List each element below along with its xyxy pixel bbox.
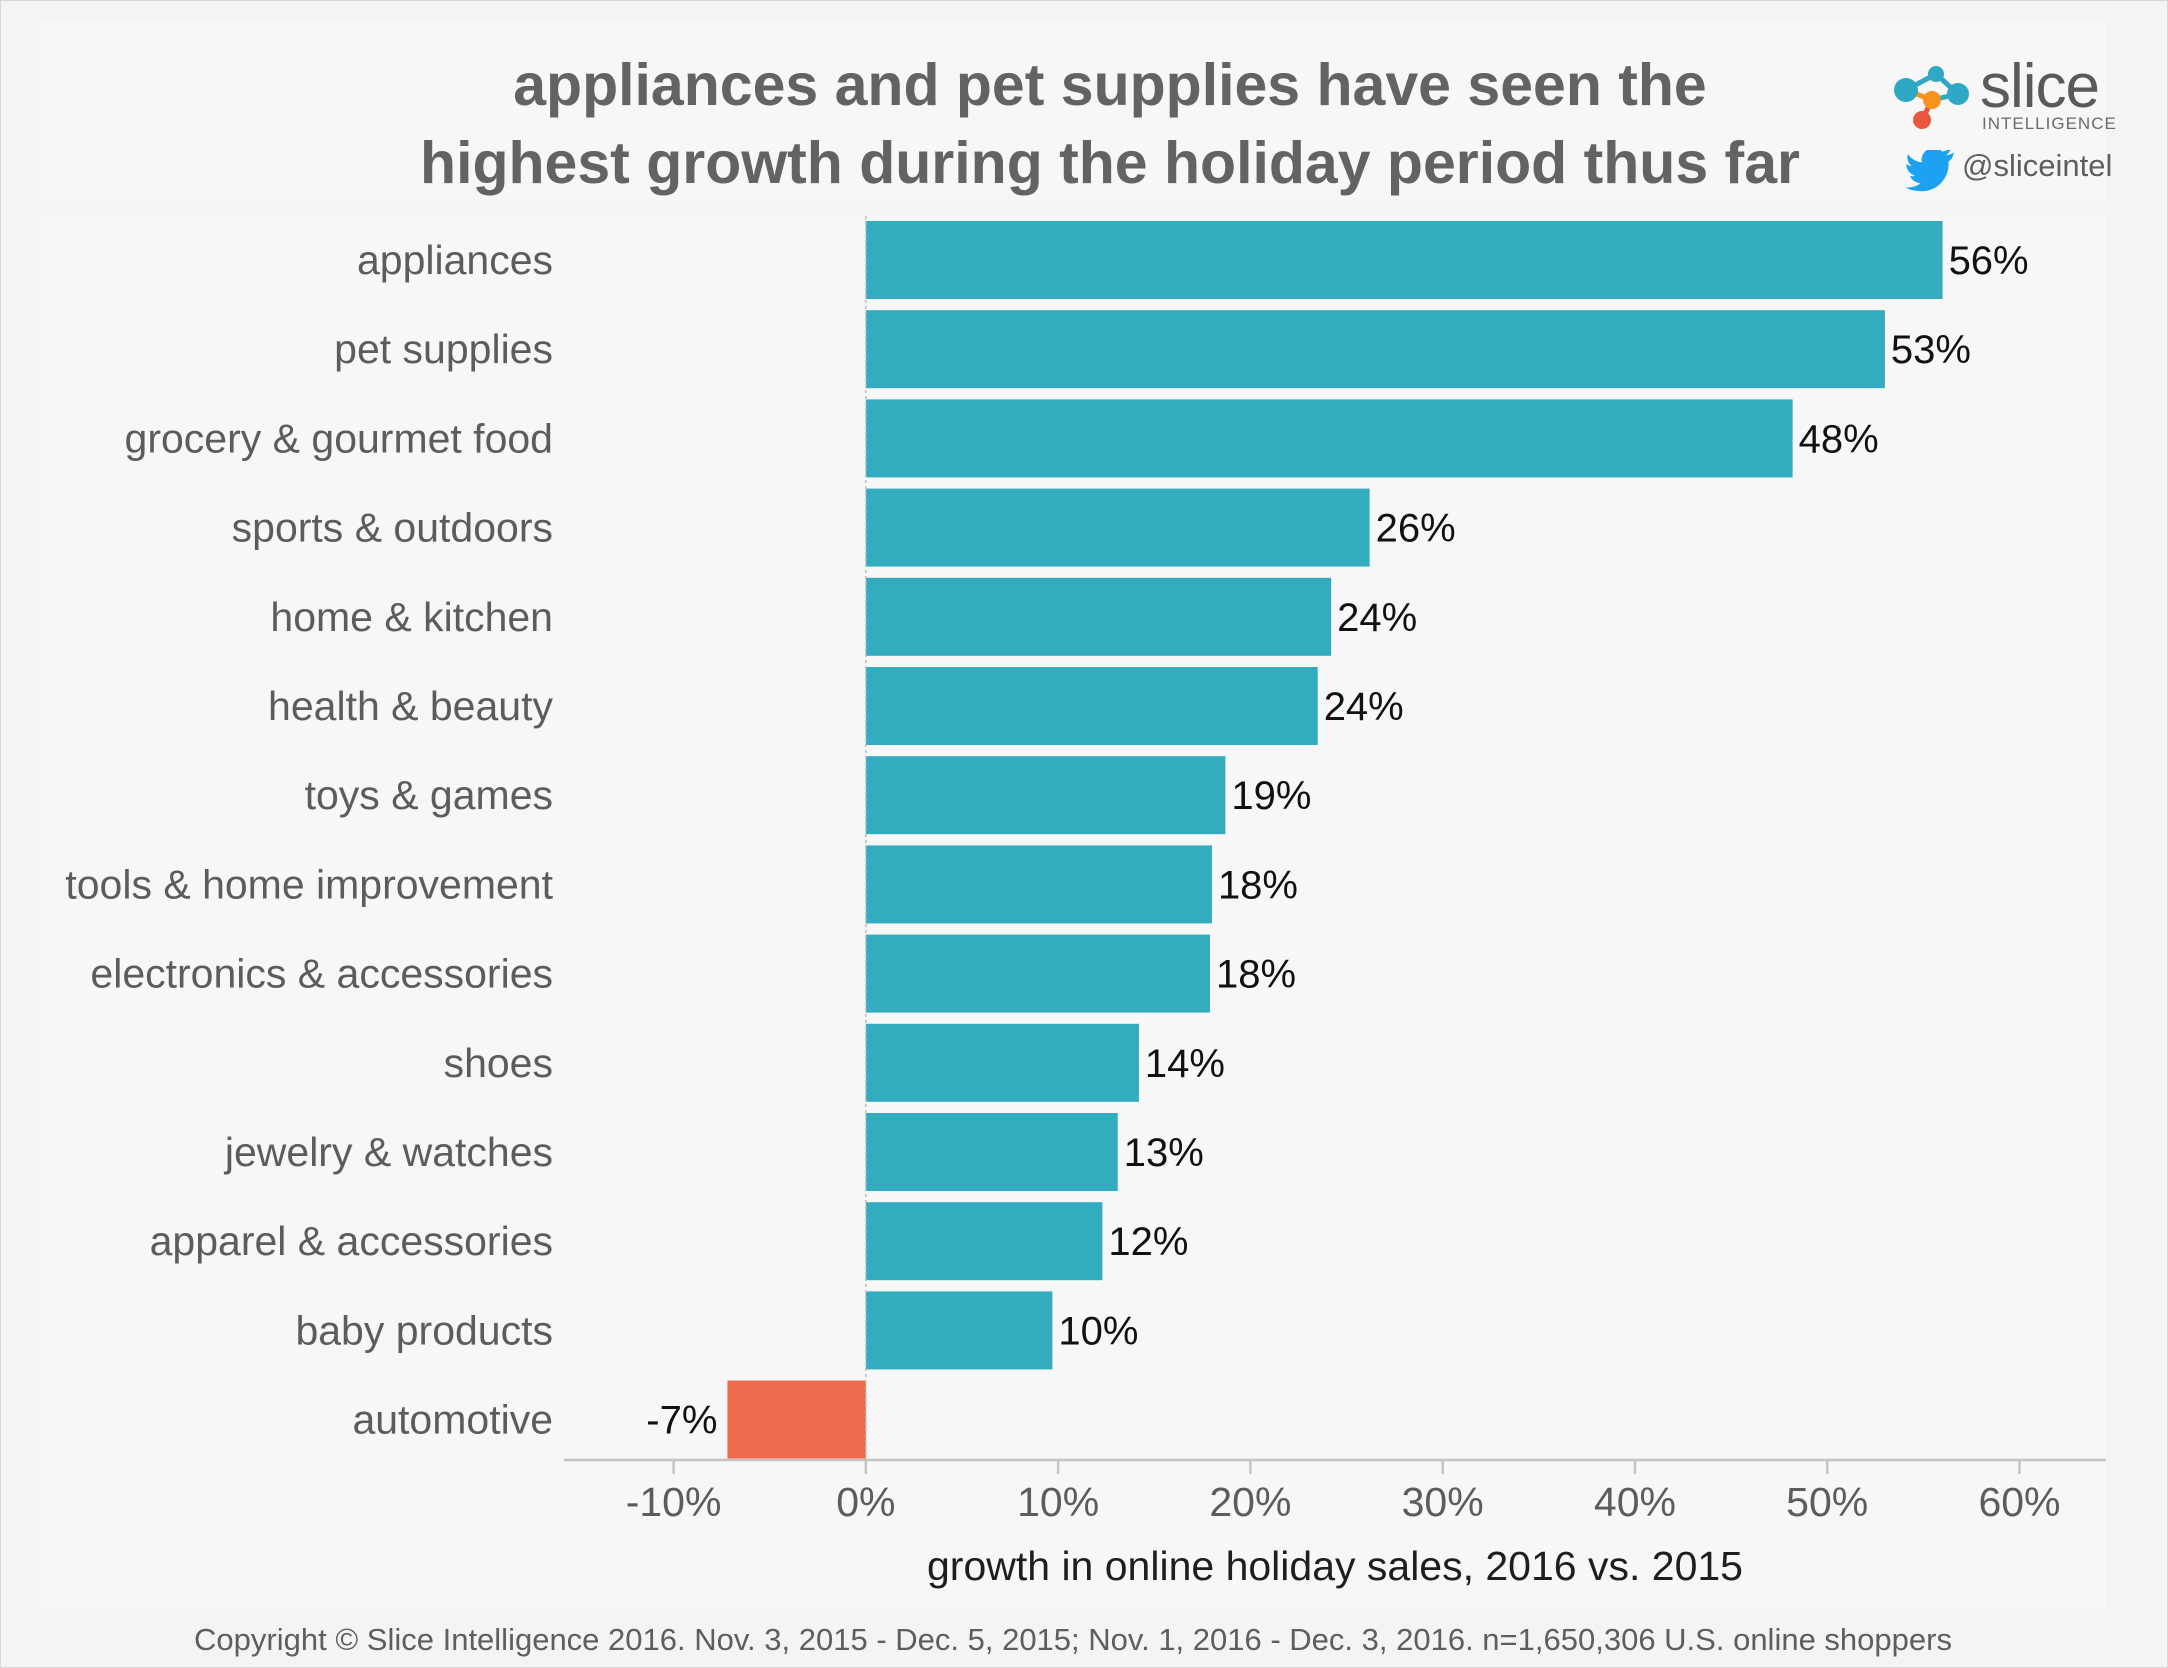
x-tick-label-4: 30% <box>1402 1479 1484 1525</box>
category-label-13: automotive <box>352 1397 553 1443</box>
bars <box>727 221 1943 1459</box>
x-axis-title: growth in online holiday sales, 2016 vs.… <box>927 1543 1743 1589</box>
bar-0 <box>865 221 1943 299</box>
bar-7 <box>865 845 1212 924</box>
category-label-0: appliances <box>357 237 553 283</box>
category-label-11: apparel & accessories <box>150 1218 553 1264</box>
footer-copyright: Copyright © Slice Intelligence 2016. Nov… <box>194 1622 1952 1657</box>
data-label-11: 12% <box>1108 1220 1188 1264</box>
data-label-1: 53% <box>1891 328 1971 372</box>
bar-11 <box>865 1202 1103 1281</box>
brand-name: slice <box>1980 52 2100 121</box>
brand-logo: slice INTELLIGENCE @sliceintel <box>1880 50 2120 200</box>
chart-title-line-2: highest growth during the holiday period… <box>420 130 1800 196</box>
bar-3 <box>865 488 1370 567</box>
category-label-7: tools & home improvement <box>65 861 553 907</box>
category-label-8: electronics & accessories <box>90 951 553 997</box>
x-tick-label-1: 0% <box>836 1479 895 1525</box>
bar-13 <box>727 1380 866 1459</box>
data-label-12: 10% <box>1058 1309 1138 1353</box>
category-label-1: pet supplies <box>334 326 553 372</box>
category-label-9: shoes <box>444 1040 553 1086</box>
x-tick-label-3: 20% <box>1209 1479 1291 1525</box>
category-label-12: baby products <box>295 1307 553 1353</box>
bar-2 <box>865 399 1793 478</box>
data-label-6: 19% <box>1231 774 1311 818</box>
data-label-13: -7% <box>646 1399 717 1443</box>
x-tick-label-6: 50% <box>1786 1479 1868 1525</box>
data-label-5: 24% <box>1324 685 1404 729</box>
category-label-6: toys & games <box>305 772 553 818</box>
category-label-4: home & kitchen <box>270 594 553 640</box>
data-label-2: 48% <box>1799 417 1879 461</box>
x-tick-label-0: -10% <box>626 1479 722 1525</box>
chart-title: appliances and pet supplies have seen th… <box>320 46 1900 202</box>
category-label-5: health & beauty <box>268 683 553 729</box>
twitter-bird-icon <box>1905 150 1955 192</box>
bar-5 <box>865 667 1318 745</box>
bar-9 <box>865 1023 1139 1102</box>
twitter-handle: @sliceintel <box>1962 148 2113 183</box>
category-label-3: sports & outdoors <box>232 505 553 551</box>
category-labels: appliances pet supplies grocery & gourmet … <box>65 237 553 1443</box>
slice-network-icon <box>1894 66 1969 129</box>
bar-8 <box>865 934 1211 1013</box>
data-label-9: 14% <box>1145 1042 1225 1086</box>
x-tick-label-2: 10% <box>1017 1479 1099 1525</box>
category-label-2: grocery & gourmet food <box>125 415 553 461</box>
bar-10 <box>865 1113 1118 1191</box>
bar-12 <box>865 1291 1053 1370</box>
data-label-0: 56% <box>1949 239 2029 283</box>
data-label-7: 18% <box>1218 863 1298 907</box>
data-label-3: 26% <box>1376 507 1456 551</box>
x-tick-label-7: 60% <box>1978 1479 2060 1525</box>
data-label-8: 18% <box>1216 953 1296 997</box>
value-labels: 56% 53% 48% 26% 24% 24% 19% 18% 18% 14% 13% 12% 10% -… <box>646 239 2028 1443</box>
data-label-10: 13% <box>1124 1131 1204 1175</box>
bar-4 <box>865 577 1332 656</box>
bar-6 <box>865 756 1226 835</box>
x-axis-ticks: -10% 0% 10% 20% 30% 40% 50% 60% <box>626 1460 2061 1525</box>
brand-subtitle: INTELLIGENCE <box>1982 114 2117 133</box>
bar-1 <box>865 310 1885 389</box>
data-label-4: 24% <box>1337 596 1417 640</box>
x-tick-label-5: 40% <box>1594 1479 1676 1525</box>
header: appliances and pet supplies have seen th… <box>40 20 2116 202</box>
chart-title-line-1: appliances and pet supplies have seen th… <box>513 52 1707 118</box>
category-label-10: jewelry & watches <box>224 1129 553 1175</box>
